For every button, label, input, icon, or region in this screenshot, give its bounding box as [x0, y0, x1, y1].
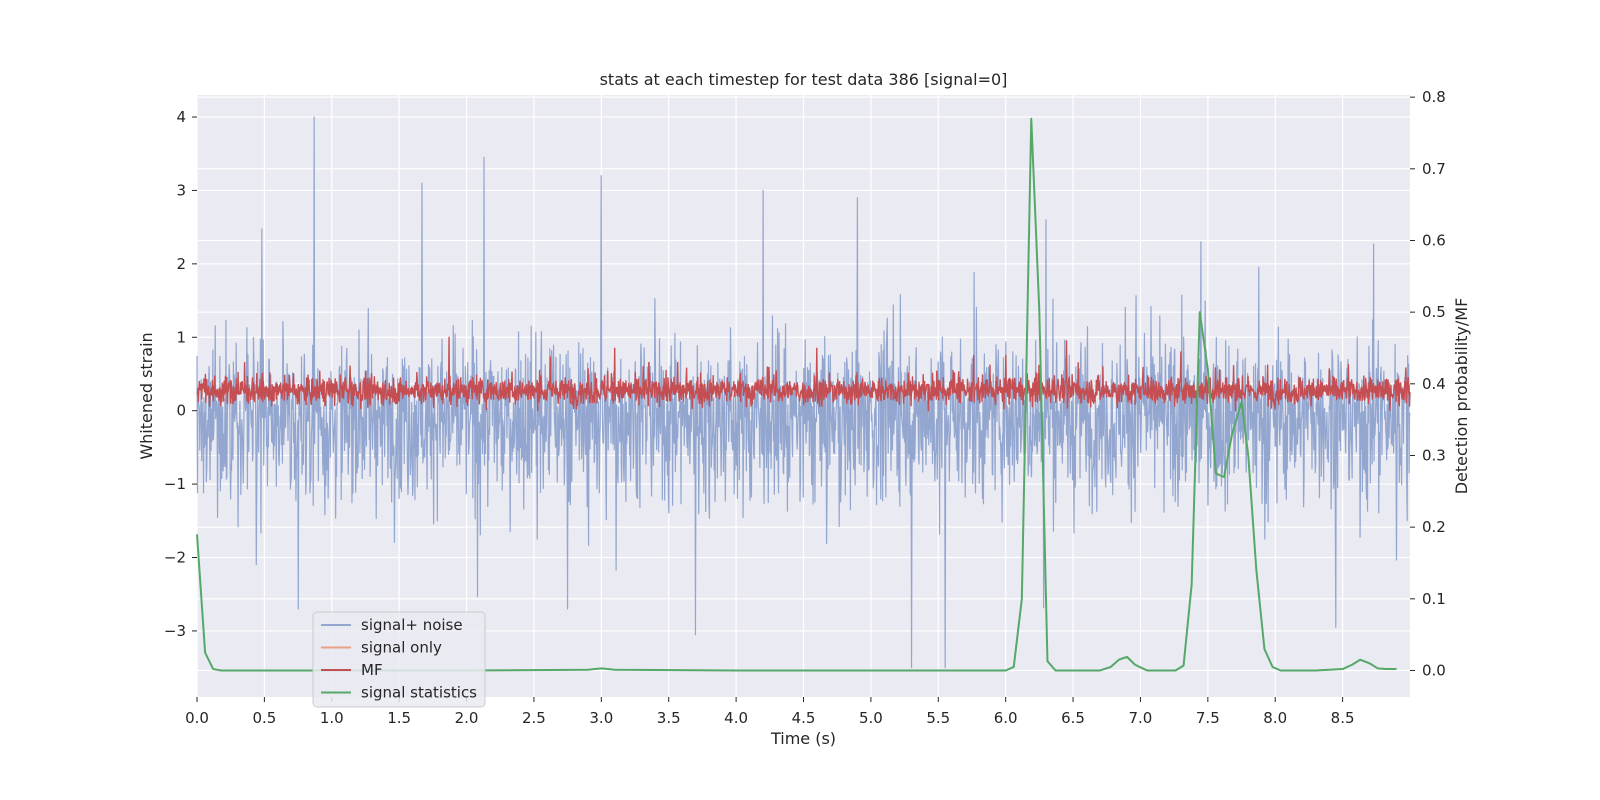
x-tick-label: 1.0: [320, 709, 344, 727]
legend-label: MF: [361, 661, 383, 679]
x-axis-label: Time (s): [770, 729, 836, 748]
x-tick-label: 2.0: [455, 709, 479, 727]
y2-tick-label: 0.7: [1422, 160, 1446, 178]
y-tick-label: −2: [164, 549, 186, 567]
y2-axis-label: Detection probability/MF: [1452, 298, 1471, 495]
series-layer: [196, 116, 1411, 672]
x-tick-label: 7.5: [1196, 709, 1220, 727]
series-signal-noise: [196, 116, 1411, 669]
y2-tick-label: 0.8: [1422, 88, 1446, 106]
x-tick-label: 4.0: [724, 709, 748, 727]
y-axis-label: Whitened strain: [137, 332, 156, 459]
x-tick-label: 3.5: [657, 709, 681, 727]
y-tick-label: 2: [176, 255, 186, 273]
x-tick-label: 0.5: [252, 709, 276, 727]
y-tick-label: 3: [176, 181, 186, 199]
x-tick-label: 6.0: [994, 709, 1018, 727]
y-tick-label: 0: [176, 402, 186, 420]
axes: 0.0 0.5 1.0 1.5 2.0 2.5 3.0 3.5 4.0 4.5 5.0 5.5 6.0 6…: [164, 88, 1446, 727]
x-tick-label: 2.5: [522, 709, 546, 727]
x-tick-label: 0.0: [185, 709, 209, 727]
legend-label: signal only: [361, 639, 442, 657]
x-tick-label: 1.5: [387, 709, 411, 727]
y2-tick-label: 0.6: [1422, 231, 1446, 249]
series-mf: [196, 336, 1411, 412]
y2-tick-label: 0.1: [1422, 590, 1446, 608]
legend: signal+ noise signal only MF signal statist…: [312, 611, 486, 708]
y2-tick-label: 0.0: [1422, 661, 1446, 679]
y2-tick-label: 0.3: [1422, 446, 1446, 464]
x-tick-label: 8.5: [1331, 709, 1355, 727]
y-tick-label: 4: [176, 108, 186, 126]
x-tick-label: 3.0: [589, 709, 613, 727]
series-signal-statistics: [196, 117, 1397, 672]
x-tick-label: 6.5: [1061, 709, 1085, 727]
y-tick-label: −1: [164, 475, 186, 493]
y-tick-label: −3: [164, 622, 186, 640]
y2-tick-label: 0.4: [1422, 375, 1446, 393]
legend-label: signal+ noise: [361, 616, 463, 634]
x-tick-label: 8.0: [1263, 709, 1287, 727]
y2-tick-label: 0.5: [1422, 303, 1446, 321]
y2-tick-label: 0.2: [1422, 518, 1446, 536]
x-tick-label: 5.5: [926, 709, 950, 727]
x-tick-label: 5.0: [859, 709, 883, 727]
chart-title: stats at each timestep for test data 386…: [600, 70, 1008, 89]
y-tick-label: 1: [176, 328, 186, 346]
x-tick-label: 4.5: [792, 709, 816, 727]
legend-box: [312, 611, 486, 708]
x-tick-label: 7.0: [1129, 709, 1153, 727]
legend-label: signal statistics: [361, 684, 477, 702]
